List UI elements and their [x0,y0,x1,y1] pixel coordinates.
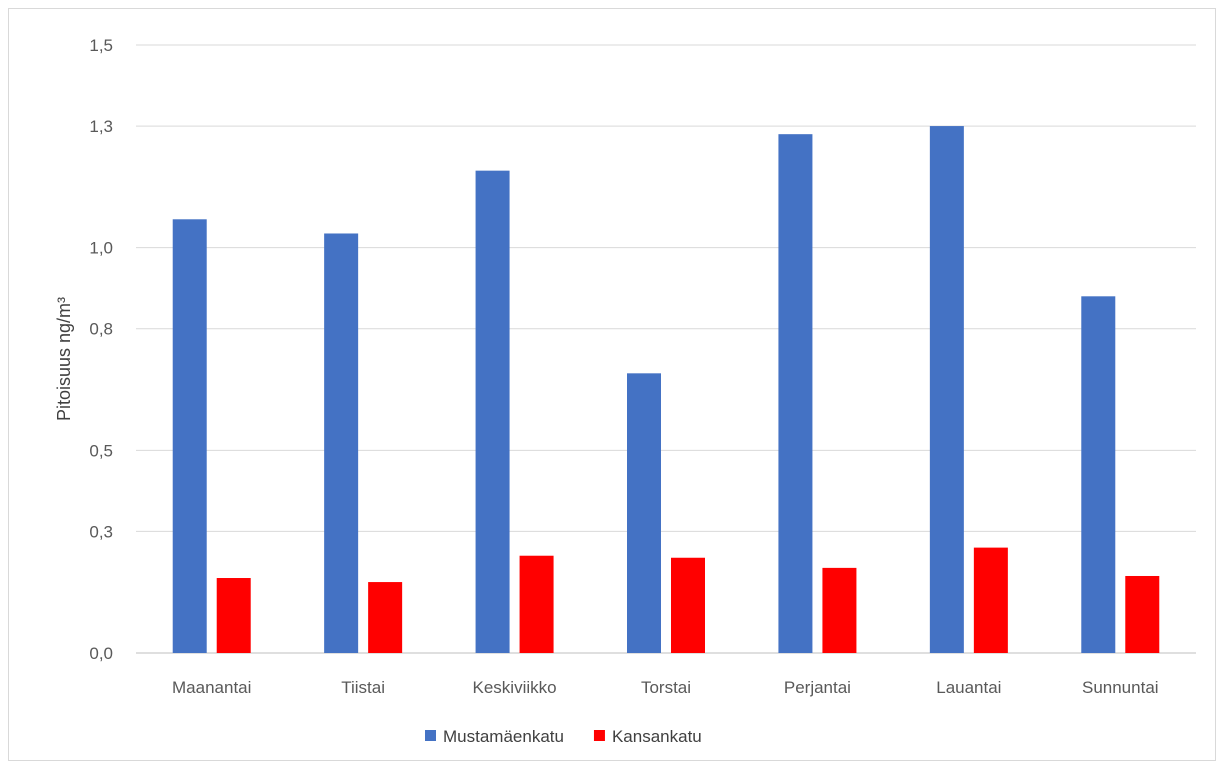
bar-perjantai-series-1[interactable] [778,134,813,653]
y-tick-label: 1,5 [89,36,113,55]
y-tick-label: 1,3 [89,117,113,136]
legend-item[interactable]: Mustamäenkatu [425,727,564,746]
bar-lauantai-series-1[interactable] [929,126,964,654]
x-tick-label: Lauantai [936,678,1001,697]
bar-lauantai-series-2[interactable] [973,547,1008,653]
legend-swatch [593,730,605,741]
x-tick-label: Perjantai [784,678,851,697]
bar-torstai-series-1[interactable] [627,373,661,653]
y-tick-label: 0,0 [89,644,113,663]
bar-keskiviikko-series-1[interactable] [475,170,510,654]
y-tick-label: 0,8 [89,320,113,339]
chart-container: 0,0 0,3 0,5 0,8 1,0 1,3 1,5 Maanantai Tiistai Ke… [8,8,1216,761]
bars [172,126,1160,654]
x-tick-label: Keskiviikko [473,678,557,697]
x-tick-label: Sunnuntai [1082,678,1159,697]
bar-torstai-series-2[interactable] [671,557,705,653]
bar-sunnuntai-series-2[interactable] [1125,575,1160,653]
bar-chart: 0,0 0,3 0,5 0,8 1,0 1,3 1,5 Maanantai Tiistai Ke… [54,36,1196,746]
y-axis-tick-labels: 0,0 0,3 0,5 0,8 1,0 1,3 1,5 [89,36,113,663]
x-tick-label: Maanantai [172,678,251,697]
bar-maanantai-series-1[interactable] [172,219,207,653]
legend[interactable]: Mustamäenkatu Kansankatu [425,727,702,746]
legend-swatch [425,730,436,741]
bar-tiistai-series-2[interactable] [368,582,403,653]
bar-tiistai-series-1[interactable] [324,233,359,654]
x-tick-label: Torstai [641,678,691,697]
legend-label: Kansankatu [612,727,702,746]
legend-item[interactable]: Kansankatu [593,727,702,746]
y-tick-label: 1,0 [89,239,113,258]
y-tick-label: 0,3 [89,522,113,541]
bar-maanantai-series-2[interactable] [216,578,251,653]
gridlines [136,44,1196,654]
bar-sunnuntai-series-1[interactable] [1081,296,1116,653]
y-tick-label: 0,5 [89,441,113,460]
bar-keskiviikko-series-2[interactable] [519,555,554,653]
y-axis-title: Pitoisuus ng/m³ [54,297,74,421]
x-axis-tick-labels: Maanantai Tiistai Keskiviikko Torstai Perjan… [172,678,1159,697]
x-tick-label: Tiistai [341,678,385,697]
bar-perjantai-series-2[interactable] [822,567,857,653]
legend-label: Mustamäenkatu [443,727,564,746]
